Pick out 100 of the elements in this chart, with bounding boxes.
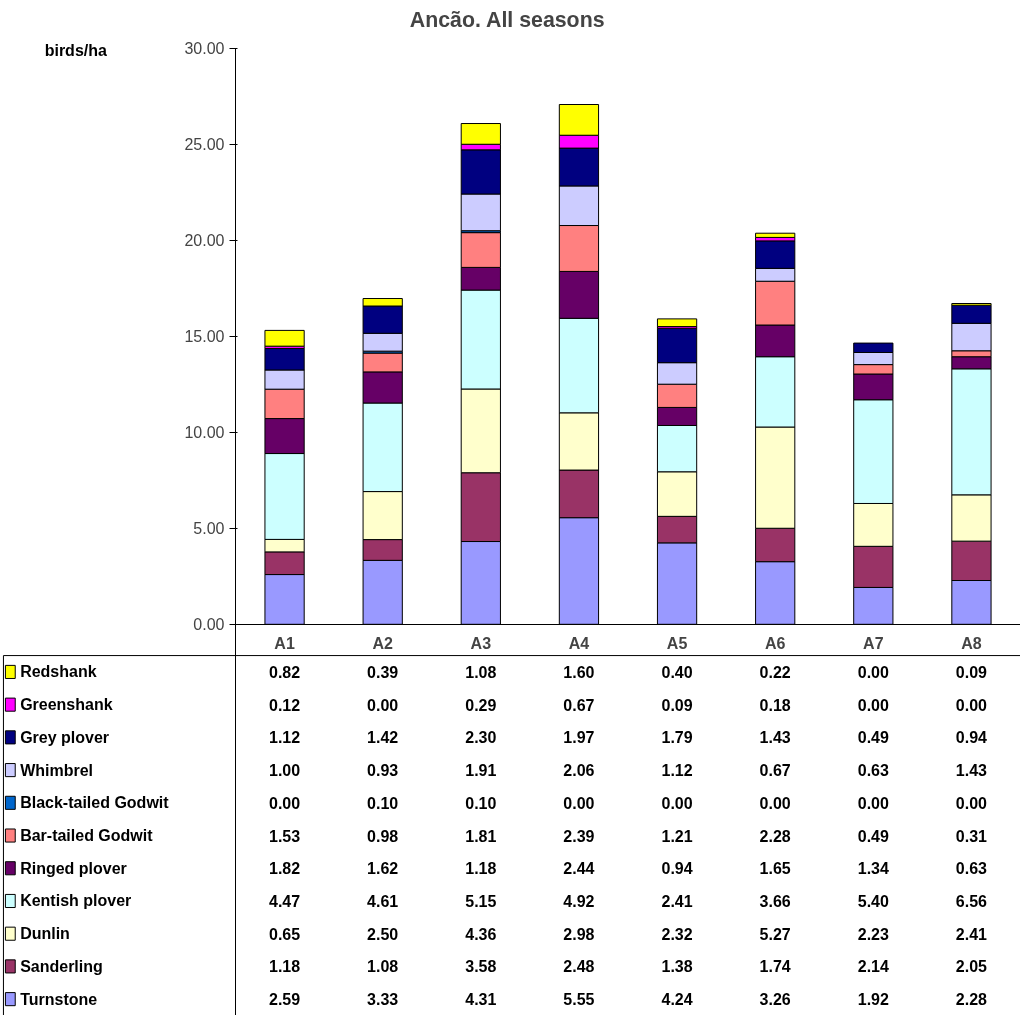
data-label: 0.12 xyxy=(268,696,301,714)
data-label: 3.33 xyxy=(367,991,399,1009)
data-label: 3.66 xyxy=(759,892,791,910)
data-label: 0.93 xyxy=(367,762,399,780)
data-label: 1.12 xyxy=(661,762,693,780)
y-tick-label: 30.00 xyxy=(184,40,225,58)
data-label: 2.50 xyxy=(367,925,399,943)
data-label: 0.00 xyxy=(661,794,693,812)
data-label: 2.23 xyxy=(857,925,889,943)
data-label: 2.30 xyxy=(465,729,497,747)
data-label: 0.29 xyxy=(465,696,497,714)
data-label: 1.53 xyxy=(268,827,301,845)
data-label: 0.39 xyxy=(367,663,399,681)
data-label: 3.58 xyxy=(465,958,497,976)
data-label: 0.65 xyxy=(268,925,301,943)
data-label: 1.21 xyxy=(661,827,693,845)
data-label: 1.08 xyxy=(465,663,497,681)
data-label: 0.63 xyxy=(955,860,988,878)
x-tick-label: A5 xyxy=(666,635,688,653)
data-label: 0.09 xyxy=(955,663,988,681)
data-label: 2.05 xyxy=(955,958,988,976)
data-label: 0.63 xyxy=(857,762,889,780)
data-label: 2.14 xyxy=(857,958,889,976)
data-label: 0.98 xyxy=(367,827,399,845)
data-label: 1.79 xyxy=(661,729,693,747)
data-label: 1.62 xyxy=(367,860,399,878)
data-label: 1.74 xyxy=(759,958,791,976)
data-label: 0.00 xyxy=(563,794,595,812)
data-label: 0.67 xyxy=(563,696,595,714)
x-tick-label: A6 xyxy=(764,635,786,653)
data-label: 0.10 xyxy=(367,794,399,812)
data-label: 2.06 xyxy=(563,762,595,780)
y-tick-label: 0.00 xyxy=(193,616,225,634)
data-label: 0.94 xyxy=(661,860,693,878)
data-label: 1.60 xyxy=(563,663,595,681)
data-label: 1.82 xyxy=(268,860,301,878)
data-label: 5.15 xyxy=(465,892,497,910)
data-label: 0.00 xyxy=(759,794,791,812)
y-axis-title: birds/ha xyxy=(44,42,107,60)
data-label: 2.28 xyxy=(955,991,988,1009)
legend-label: Grey plover xyxy=(20,728,110,746)
data-label: 2.59 xyxy=(268,991,301,1009)
x-tick-label: A7 xyxy=(863,635,884,653)
data-label: 0.40 xyxy=(661,663,693,681)
data-label: 0.18 xyxy=(759,696,791,714)
y-tick-label: 20.00 xyxy=(184,232,225,250)
y-tick-label: 15.00 xyxy=(184,328,225,346)
data-label: 0.94 xyxy=(955,729,988,747)
data-label: 0.22 xyxy=(759,663,791,681)
data-label: 2.41 xyxy=(955,925,988,943)
data-label: 0.00 xyxy=(857,663,889,681)
data-label: 1.12 xyxy=(268,729,301,747)
data-label: 0.49 xyxy=(857,729,889,747)
legend-label: Redshank xyxy=(20,663,97,681)
data-label: 0.67 xyxy=(759,762,791,780)
data-label: 2.28 xyxy=(759,827,791,845)
data-label: 1.00 xyxy=(268,762,301,780)
data-label: 0.00 xyxy=(268,794,301,812)
data-label: 0.00 xyxy=(367,696,399,714)
legend-label: Sanderling xyxy=(20,957,103,975)
legend-label: Ringed plover xyxy=(20,859,127,877)
x-tick-label: A4 xyxy=(568,635,590,653)
legend-label: Kentish plover xyxy=(20,892,132,910)
data-label: 1.43 xyxy=(759,729,791,747)
data-label: 1.97 xyxy=(563,729,595,747)
data-label: 0.10 xyxy=(465,794,497,812)
data-label: 6.56 xyxy=(955,892,988,910)
data-label: 1.34 xyxy=(857,860,889,878)
legend-label: Bar-tailed Godwit xyxy=(20,827,154,845)
data-label: 5.40 xyxy=(857,892,889,910)
y-tick-label: 10.00 xyxy=(184,424,225,442)
data-label: 1.65 xyxy=(759,860,791,878)
data-label: 0.00 xyxy=(955,696,988,714)
legend-label: Greenshank xyxy=(20,696,113,714)
data-label: 2.41 xyxy=(661,892,693,910)
data-label: 1.92 xyxy=(857,991,889,1009)
x-tick-label: A1 xyxy=(274,635,295,653)
data-label: 0.09 xyxy=(661,696,693,714)
y-tick-label: 5.00 xyxy=(193,520,225,538)
data-label: 1.91 xyxy=(465,762,497,780)
y-tick-label: 25.00 xyxy=(184,136,225,154)
data-label: 0.00 xyxy=(857,794,889,812)
data-label: 0.31 xyxy=(955,827,988,845)
data-label: 4.31 xyxy=(465,991,497,1009)
data-label: 0.00 xyxy=(955,794,988,812)
data-label: 1.81 xyxy=(465,827,497,845)
legend-label: Whimbrel xyxy=(20,761,94,779)
x-tick-label: A2 xyxy=(372,635,394,653)
data-label: 5.27 xyxy=(759,925,791,943)
data-label: 1.18 xyxy=(465,860,497,878)
data-label: 0.49 xyxy=(857,827,889,845)
data-label: 4.92 xyxy=(563,892,595,910)
legend-label: Dunlin xyxy=(20,925,70,943)
legend-label: Turnstone xyxy=(20,990,98,1008)
data-label: 2.39 xyxy=(563,827,595,845)
data-label: 2.32 xyxy=(661,925,693,943)
data-label: 0.00 xyxy=(857,696,889,714)
data-label: 2.44 xyxy=(563,860,595,878)
x-tick-label: A3 xyxy=(470,635,492,653)
data-label: 4.24 xyxy=(661,991,693,1009)
